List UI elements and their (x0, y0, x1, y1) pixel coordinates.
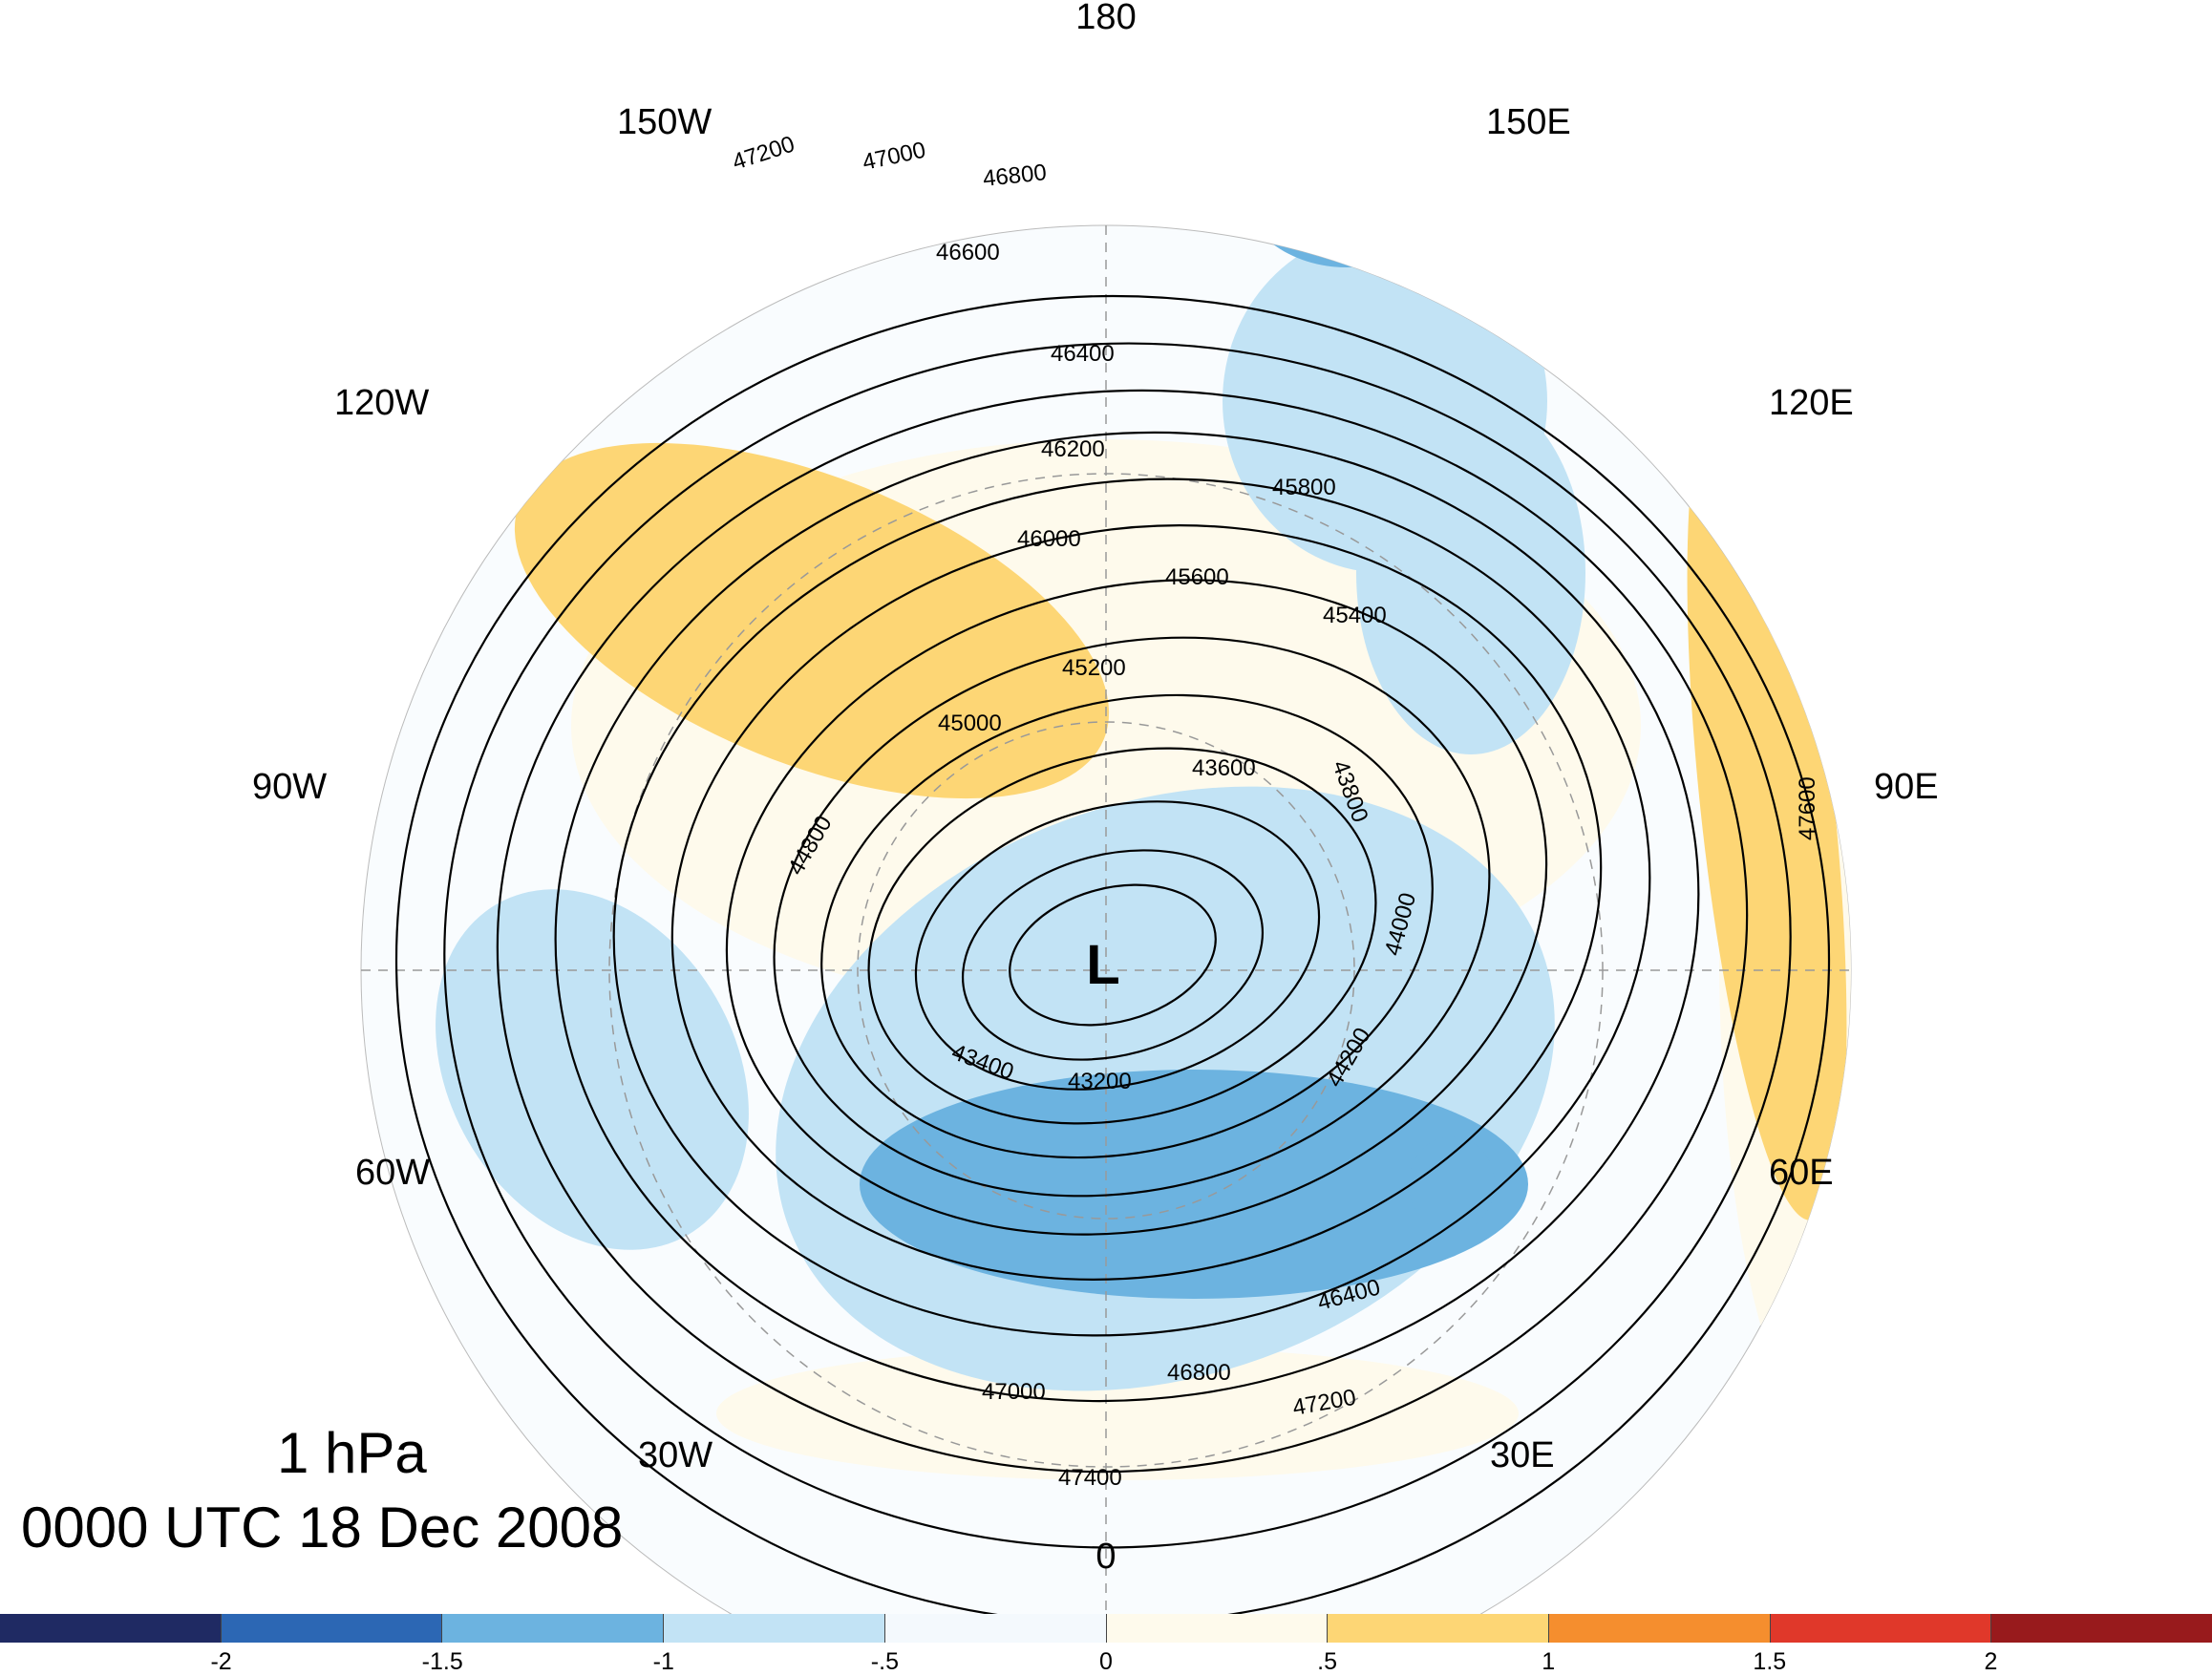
valid-time-title: 0000 UTC 18 Dec 2008 (21, 1496, 624, 1559)
colorbar-tick-label: -2 (210, 1648, 232, 1675)
contour-label: 46800 (1167, 1360, 1231, 1386)
colorbar-swatch (1328, 1614, 1549, 1643)
low-center-marker: L (1086, 934, 1119, 996)
lon-label-180: 180 (1075, 0, 1136, 37)
polar-map: 180 150E 120E 90E 60E 30E 0 30W 60W 90W … (252, 0, 1939, 1614)
contour-label: 46200 (1041, 436, 1105, 462)
lon-label-120e: 120E (1769, 383, 1854, 423)
contour-label: 47000 (861, 138, 928, 176)
contour-label: 45200 (1062, 655, 1126, 681)
colorbar-swatch (884, 1614, 1107, 1643)
colorbar-swatch (1106, 1614, 1329, 1643)
graticule (361, 225, 1851, 1614)
contour-label: 43200 (1068, 1069, 1132, 1094)
colorbar-swatch (221, 1614, 443, 1643)
contour-label: 47200 (730, 131, 798, 175)
lon-label-30e: 30E (1490, 1435, 1555, 1475)
colorbar-swatch (664, 1614, 885, 1643)
lon-label-60e: 60E (1769, 1153, 1834, 1193)
colorbar-swatch (0, 1614, 222, 1643)
colorbar-tick-label: .5 (1317, 1648, 1338, 1675)
contour-label: 45400 (1323, 603, 1387, 628)
colorbar-swatch (442, 1614, 665, 1643)
contour-label: 46800 (982, 159, 1048, 192)
colorbar-swatch (1548, 1614, 1771, 1643)
contour-label: 45600 (1165, 564, 1229, 590)
colorbar (0, 1614, 2212, 1643)
lon-label-150e: 150E (1486, 102, 1571, 142)
contour-label: 45800 (1272, 475, 1336, 500)
colorbar-swatch (1770, 1614, 1992, 1643)
anomaly-shading (436, 225, 1851, 1480)
contour-label: 47600 (1795, 776, 1820, 840)
lon-label-30w: 30W (638, 1435, 713, 1475)
lon-label-90w: 90W (252, 767, 327, 807)
lon-label-150w: 150W (617, 102, 712, 142)
lon-label-120w: 120W (334, 383, 429, 423)
contour-label: 46600 (936, 240, 1000, 265)
contour-label: 46400 (1051, 341, 1115, 367)
lon-label-60w: 60W (355, 1153, 430, 1193)
contour-label: 46000 (1017, 526, 1081, 552)
colorbar-tick-labels: -2 -1.5 -1 -.5 0 .5 1 1.5 2 (0, 1648, 2212, 1675)
lon-label-90e: 90E (1874, 767, 1939, 807)
height-contours (394, 294, 1831, 1614)
contour-label: 45000 (938, 711, 1002, 736)
contour-label: 47400 (1058, 1465, 1122, 1491)
colorbar-tick-label: 1.5 (1753, 1648, 1787, 1675)
longitude-labels: 180 150E 120E 90E 60E 30E 0 30W 60W 90W … (252, 0, 1939, 1577)
contour-label: 47000 (982, 1379, 1046, 1405)
colorbar-tick-label: -1.5 (421, 1648, 463, 1675)
colorbar-tick-label: -1 (652, 1648, 674, 1675)
colorbar-tick-label: 0 (1099, 1648, 1113, 1675)
colorbar-tick-label: -.5 (870, 1648, 899, 1675)
colorbar-swatch (1991, 1614, 2212, 1643)
colorbar-tick-label: 2 (1984, 1648, 1998, 1675)
pressure-level-title: 1 hPa (277, 1421, 427, 1485)
colorbar-tick-label: 1 (1542, 1648, 1556, 1675)
contour-label: 43600 (1192, 755, 1256, 781)
lon-label-0: 0 (1095, 1537, 1116, 1577)
